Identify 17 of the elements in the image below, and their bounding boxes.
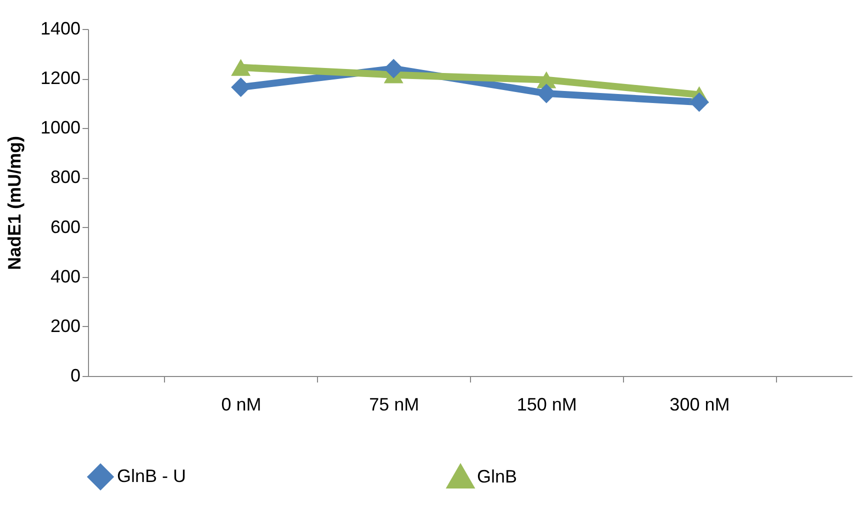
y-tick-label: 1400: [40, 18, 80, 38]
x-tick-label: 0 nM: [221, 394, 262, 414]
y-tick-label: 1200: [40, 68, 80, 88]
y-tick-label: 0: [70, 366, 80, 386]
point: [689, 92, 709, 112]
y-tick-label: 800: [50, 167, 80, 188]
y-tick-label: 400: [50, 266, 80, 286]
y-tick-label: 1000: [40, 118, 80, 138]
x-tick-label: 150 nM: [516, 394, 577, 414]
legend-label: GlnB - U: [117, 466, 186, 486]
y-tick-label: 600: [50, 216, 80, 237]
x-tick-label: 75 nM: [369, 394, 420, 414]
y-tick-label: 200: [50, 316, 80, 336]
point: [231, 58, 251, 76]
x-tick-label: 300 nM: [670, 394, 730, 414]
y-axis-title: NadE1 (mU/mg): [4, 136, 24, 270]
legend-label: GlnB: [477, 466, 518, 486]
